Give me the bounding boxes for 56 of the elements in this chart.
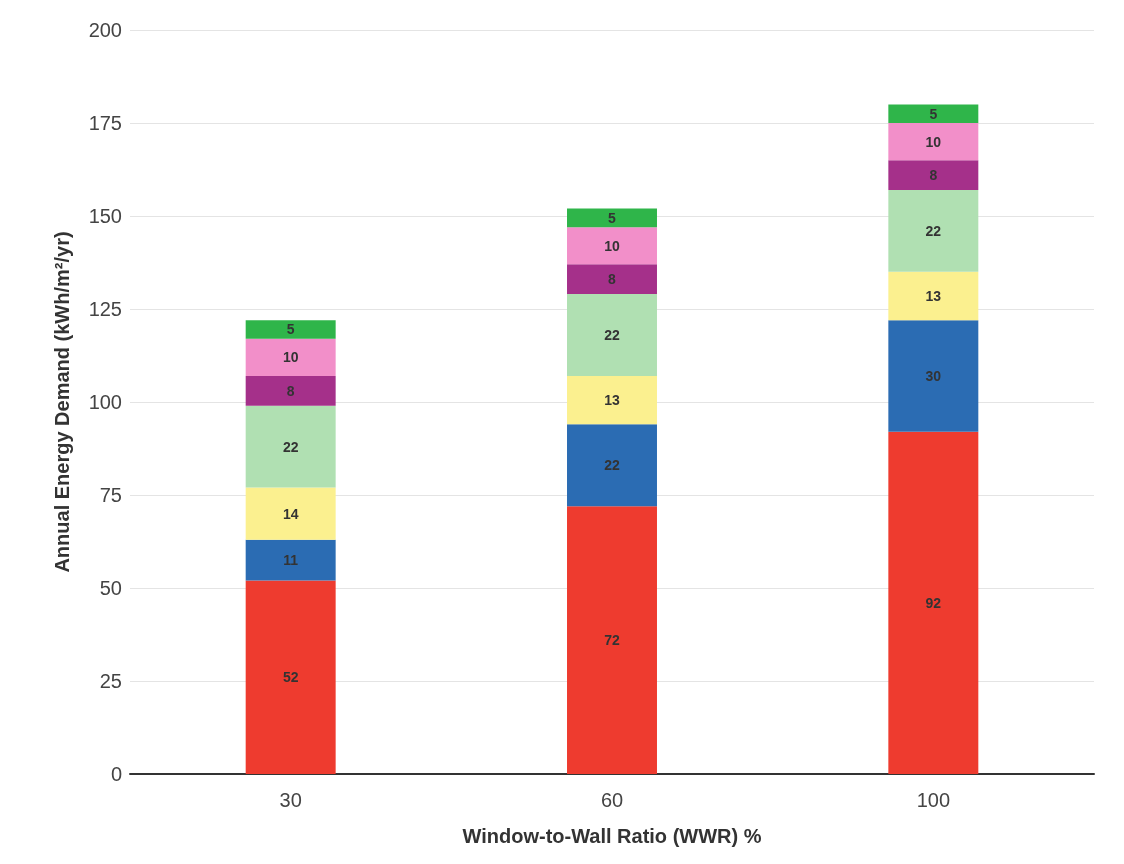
data-label: 10 <box>925 133 942 150</box>
x-tick-label: 60 <box>600 789 624 811</box>
bar <box>567 375 657 425</box>
x-axis-title: Window-to-Wall Ratio (WWR) % <box>462 825 762 847</box>
x-tick-label: 30 <box>279 789 302 811</box>
bar <box>567 208 657 228</box>
data-label: 13 <box>604 392 620 409</box>
bar <box>567 227 657 265</box>
bar <box>245 487 336 540</box>
y-tick-label: 75 <box>99 484 122 506</box>
y-tick-label: 0 <box>110 763 122 785</box>
data-label: 22 <box>604 327 620 344</box>
bar <box>567 506 657 774</box>
x-tick-label: 100 <box>916 789 951 811</box>
bar <box>245 580 336 774</box>
bar <box>245 375 336 406</box>
bar <box>888 271 979 321</box>
data-label: 5 <box>929 105 938 122</box>
y-tick-label: 100 <box>88 391 122 413</box>
bar <box>567 264 657 295</box>
data-label: 10 <box>604 237 620 254</box>
data-label: 8 <box>286 382 295 399</box>
bar <box>245 539 336 581</box>
data-label: 22 <box>604 457 620 474</box>
bar <box>888 123 979 161</box>
data-label: 22 <box>282 438 299 455</box>
bar <box>888 160 979 190</box>
bar <box>888 431 979 774</box>
bar <box>888 320 979 432</box>
bar <box>245 405 336 488</box>
y-tick-label: 50 <box>99 577 122 599</box>
data-label: 11 <box>283 552 299 569</box>
bar <box>888 104 979 123</box>
data-label: 13 <box>925 287 942 304</box>
y-tick-label: 150 <box>88 205 122 227</box>
y-tick-label: 125 <box>88 298 122 320</box>
data-label: 22 <box>925 222 942 239</box>
y-tick-label: 200 <box>88 19 122 41</box>
bar <box>888 189 979 272</box>
y-tick-label: 175 <box>88 112 122 134</box>
data-label: 30 <box>925 367 942 384</box>
bar <box>567 424 657 507</box>
bar <box>245 320 336 339</box>
data-label: 14 <box>282 505 299 522</box>
bar <box>567 294 657 376</box>
data-label: 5 <box>608 209 617 226</box>
data-label: 52 <box>282 669 299 686</box>
data-label: 5 <box>286 321 295 338</box>
data-label: 10 <box>282 349 299 366</box>
y-axis-title: Annual Energy Demand (kWh/m²/yr) <box>51 231 73 573</box>
y-tick-label: 25 <box>99 670 122 692</box>
bar <box>245 338 336 376</box>
data-label: 92 <box>925 594 942 611</box>
data-label: 72 <box>604 632 620 649</box>
data-label: 8 <box>608 271 617 288</box>
data-label: 8 <box>929 167 938 184</box>
